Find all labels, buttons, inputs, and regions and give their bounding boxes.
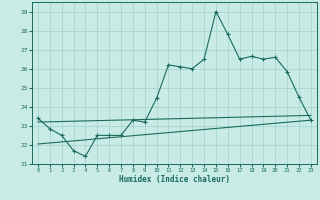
X-axis label: Humidex (Indice chaleur): Humidex (Indice chaleur) [119, 175, 230, 184]
